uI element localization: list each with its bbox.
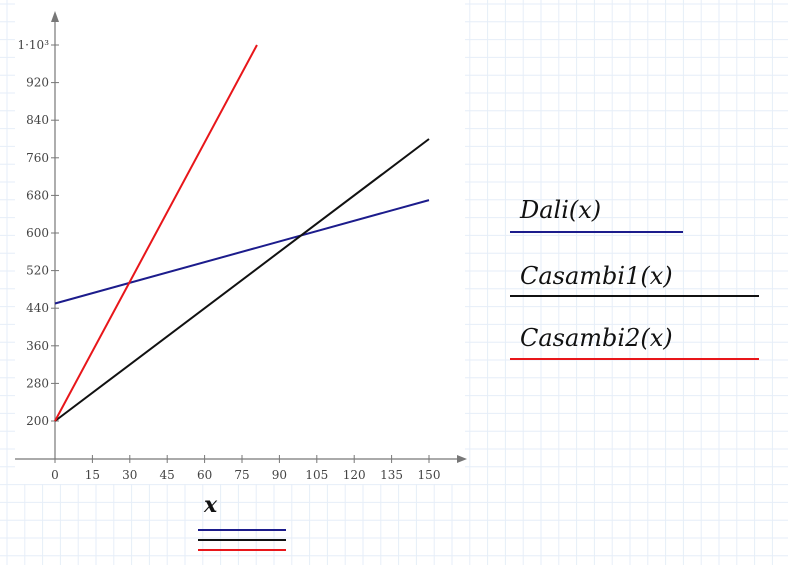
y-axis-arrow	[51, 11, 59, 22]
x-axis-arrow	[457, 455, 467, 463]
y-tick-label: 1·10³	[17, 38, 49, 52]
y-tick-label: 440	[26, 301, 49, 315]
x-tick-label: 120	[343, 468, 366, 482]
series-line-casambi1-x	[54, 138, 430, 422]
x-tick-label: 60	[197, 468, 212, 482]
legend-line-dali	[510, 231, 683, 233]
series-line-casambi2-x	[54, 44, 258, 422]
x-tick-label: 135	[380, 468, 403, 482]
x-tick-label: 150	[418, 468, 441, 482]
x-tick-label: 45	[160, 468, 175, 482]
x-tick-label: 30	[122, 468, 137, 482]
y-tick-label: 520	[26, 264, 49, 278]
y-tick-label: 920	[26, 76, 49, 90]
y-tick-label: 360	[26, 339, 49, 353]
y-tick-label: 840	[26, 113, 49, 127]
legend-line-casambi2	[510, 358, 759, 360]
legend-label-casambi1: Casambi1(x)	[520, 262, 673, 290]
y-tick-label: 200	[26, 414, 49, 428]
plot-area	[15, 0, 465, 484]
x-tick-label: 75	[234, 468, 249, 482]
x-variable-trace-red	[198, 549, 286, 551]
y-tick-label: 680	[26, 188, 49, 202]
legend-line-casambi1	[510, 295, 759, 297]
x-tick-label: 15	[85, 468, 100, 482]
y-tick-label: 600	[26, 226, 49, 240]
x-tick-label: 0	[51, 468, 59, 482]
x-variable-trace-blue	[198, 529, 286, 531]
x-tick-label: 105	[305, 468, 328, 482]
x-axis-variable-label: x	[204, 492, 218, 518]
x-tick-label: 90	[272, 468, 287, 482]
x-variable-trace-black	[198, 539, 286, 541]
series-line-dali-x	[54, 199, 430, 305]
legend-label-dali: Dali(x)	[520, 196, 602, 224]
y-tick-label: 280	[26, 376, 49, 390]
y-tick-label: 760	[26, 151, 49, 165]
legend-label-casambi2: Casambi2(x)	[520, 324, 673, 352]
